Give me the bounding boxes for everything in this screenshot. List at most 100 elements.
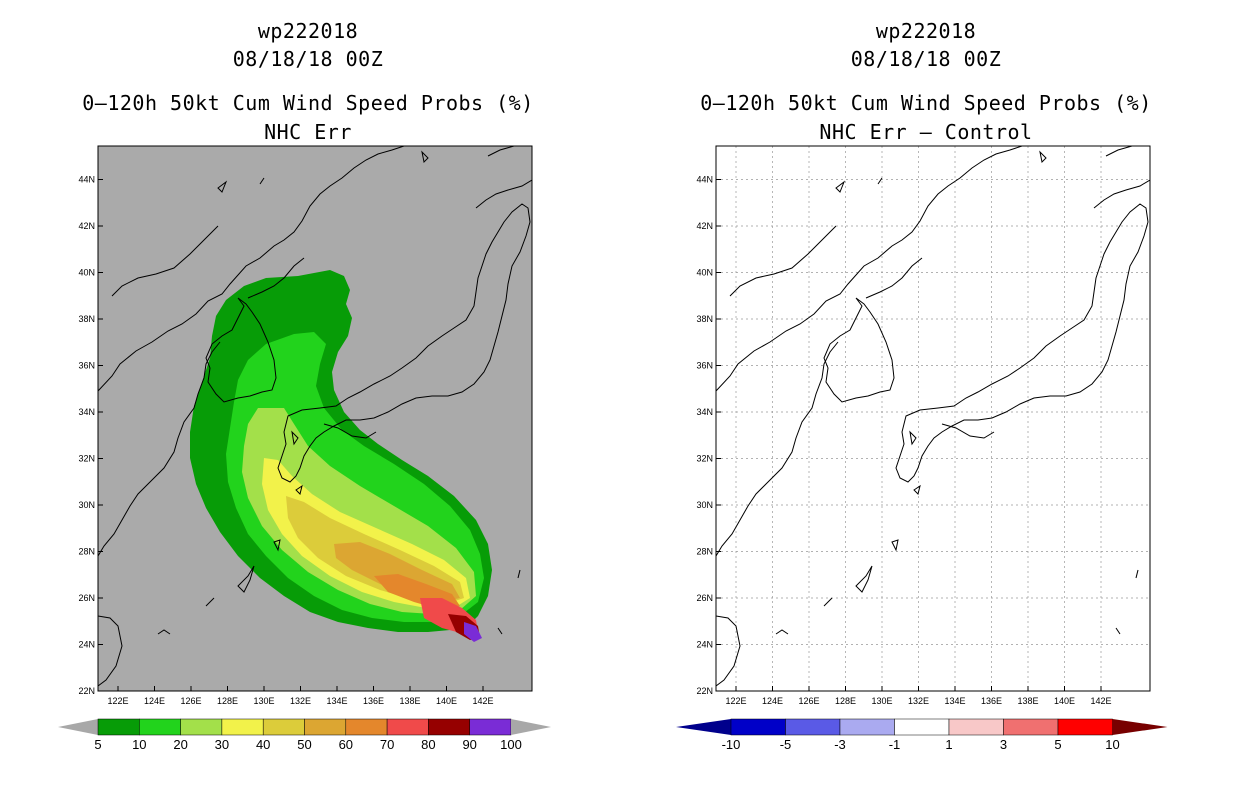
lat-tick-label: 32N [696, 454, 713, 464]
colorbar-swatch [97, 718, 140, 736]
colorbar-label: 60 [338, 737, 354, 752]
left-datetime: 08/18/18 00Z [232, 47, 384, 71]
right-map-ticks: 122E 124E 126E 128E 130E 132E 134E 136E 138E 140E… [696, 175, 1111, 707]
colorbar-swatch [1057, 718, 1113, 736]
lon-tick-label: 126E [798, 696, 819, 706]
colorbar-high-arrow [1112, 719, 1168, 735]
lat-tick-label: 38N [696, 314, 713, 324]
colorbar-label: 5 [1054, 737, 1062, 752]
lon-tick-label: 128E [835, 696, 856, 706]
right-product-title: 0–120h 50kt Cum Wind Speed Probs (%) [700, 91, 1152, 115]
prob-contour-90 [464, 622, 482, 642]
colorbar-swatch [180, 718, 223, 736]
lat-tick-label: 24N [78, 640, 95, 650]
lon-tick-label: 126E [180, 696, 201, 706]
lon-tick-label: 134E [944, 696, 965, 706]
colorbar-swatch [262, 718, 305, 736]
colorbar-swatch [428, 718, 470, 736]
lat-tick-label: 26N [78, 593, 95, 603]
lon-tick-label: 136E [981, 696, 1002, 706]
colorbar-label: 90 [462, 737, 477, 752]
colorbar-label: 5 [94, 737, 102, 752]
left-storm-id: wp222018 [257, 19, 359, 43]
lat-tick-label: 24N [696, 640, 713, 650]
lon-tick-label: 136E [363, 696, 384, 706]
lat-tick-label: 38N [78, 314, 95, 324]
colorbar-low-arrow [676, 719, 731, 735]
lat-tick-label: 44N [696, 175, 713, 185]
colorbar-swatch [469, 718, 512, 736]
colorbar-swatch [839, 718, 895, 736]
left-map-frame [97, 145, 533, 692]
colorbar-label: -10 [721, 737, 741, 752]
colorbar-swatch [730, 718, 786, 736]
colorbar-label: -5 [779, 737, 792, 752]
colorbar-swatch [139, 718, 181, 736]
colorbar-label: 50 [297, 737, 312, 752]
left-map-panel: 122E 124E 126E 128E 130E 132E 134E 136E 138E 140E… [78, 145, 533, 707]
right-colorbar [676, 718, 1168, 736]
lon-tick-label: 124E [762, 696, 783, 706]
lon-tick-label: 138E [399, 696, 420, 706]
colorbar-label: 20 [173, 737, 188, 752]
colorbar-swatch [1003, 718, 1059, 736]
lat-tick-label: 22N [78, 686, 95, 696]
colorbar-label: 40 [255, 737, 271, 752]
lon-tick-label: 140E [436, 696, 457, 706]
colorbar-swatch [785, 718, 841, 736]
lon-tick-label: 122E [107, 696, 128, 706]
lat-tick-label: 36N [696, 361, 713, 371]
left-probability-swath [98, 146, 532, 687]
lat-tick-label: 32N [78, 454, 95, 464]
lon-tick-label: 124E [144, 696, 165, 706]
left-colorbar [58, 718, 551, 736]
lon-tick-label: 122E [725, 696, 746, 706]
colorbar-label: 10 [1105, 737, 1120, 752]
colorbar-swatch [894, 718, 950, 736]
colorbar-label: 30 [214, 737, 230, 752]
lat-tick-label: 30N [696, 500, 713, 510]
right-subtitle: NHC Err – Control [819, 120, 1033, 144]
lat-tick-label: 22N [696, 686, 713, 696]
lon-tick-label: 130E [253, 696, 274, 706]
colorbar-label: 10 [132, 737, 147, 752]
colorbar-label: -1 [888, 737, 901, 752]
lon-tick-label: 142E [1090, 696, 1111, 706]
colorbar-label: 3 [999, 737, 1008, 752]
lat-tick-label: 40N [78, 268, 95, 278]
lat-tick-label: 34N [78, 407, 95, 417]
colorbar-swatch [304, 718, 347, 736]
lat-tick-label: 44N [78, 175, 95, 185]
lat-tick-label: 26N [696, 593, 713, 603]
lon-tick-label: 132E [290, 696, 311, 706]
lat-tick-label: 42N [78, 221, 95, 231]
lon-tick-label: 134E [326, 696, 347, 706]
lat-tick-label: 34N [696, 407, 713, 417]
colorbar-label: 70 [379, 737, 395, 752]
lon-tick-label: 128E [217, 696, 238, 706]
colorbar-label: 100 [500, 737, 522, 752]
colorbar-swatch [948, 718, 1004, 736]
right-datetime: 08/18/18 00Z [850, 47, 1002, 71]
lat-tick-label: 40N [696, 268, 713, 278]
colorbar-swatch [386, 718, 429, 736]
right-storm-id: wp222018 [875, 19, 977, 43]
colorbar-label: 1 [945, 737, 953, 752]
right-map-frame [715, 145, 1151, 692]
lat-tick-label: 28N [696, 547, 713, 557]
left-map-ticks: 122E 124E 126E 128E 130E 132E 134E 136E 138E 140E… [78, 175, 493, 707]
lon-tick-label: 130E [871, 696, 892, 706]
left-subtitle: NHC Err [264, 120, 352, 144]
left-product-title: 0–120h 50kt Cum Wind Speed Probs (%) [82, 91, 534, 115]
colorbar-label: -3 [834, 737, 846, 752]
lon-tick-label: 142E [472, 696, 493, 706]
right-map-gridlines [716, 146, 1150, 691]
colorbar-high-arrow [511, 719, 551, 735]
lat-tick-label: 36N [78, 361, 95, 371]
lon-tick-label: 138E [1017, 696, 1038, 706]
colorbar-swatch [221, 718, 264, 736]
colorbar-label: 80 [421, 737, 436, 752]
lon-tick-label: 132E [908, 696, 929, 706]
lat-tick-label: 28N [78, 547, 95, 557]
